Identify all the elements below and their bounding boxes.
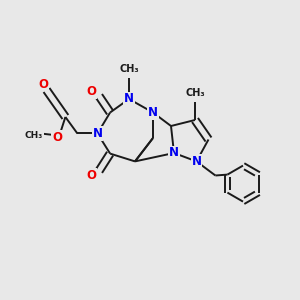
Text: O: O — [86, 169, 97, 182]
Text: N: N — [124, 92, 134, 106]
Text: O: O — [38, 77, 48, 91]
Text: N: N — [191, 155, 202, 168]
Text: O: O — [86, 85, 97, 98]
Text: N: N — [148, 106, 158, 119]
Text: CH₃: CH₃ — [120, 64, 140, 74]
Text: N: N — [92, 127, 103, 140]
Text: CH₃: CH₃ — [186, 88, 206, 98]
Text: N: N — [169, 146, 179, 160]
Text: O: O — [52, 130, 62, 144]
Text: CH₃: CH₃ — [25, 130, 43, 140]
